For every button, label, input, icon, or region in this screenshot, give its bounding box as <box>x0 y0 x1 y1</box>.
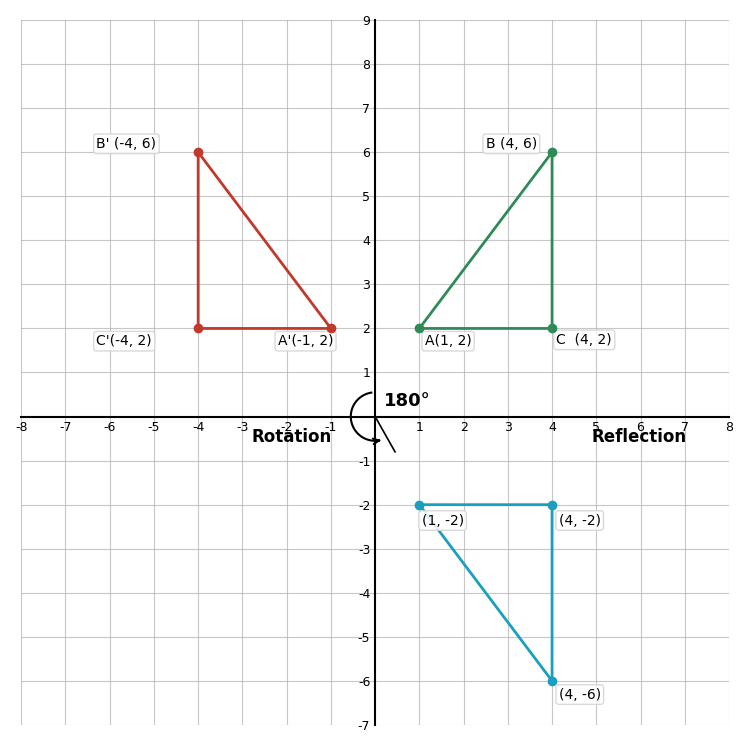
Text: C  (4, 2): C (4, 2) <box>557 333 612 347</box>
Text: B' (-4, 6): B' (-4, 6) <box>96 137 156 151</box>
Text: B (4, 6): B (4, 6) <box>485 137 537 151</box>
Text: A(1, 2): A(1, 2) <box>425 334 471 348</box>
Text: (4, -6): (4, -6) <box>559 687 601 702</box>
Text: A'(-1, 2): A'(-1, 2) <box>278 334 334 348</box>
Text: (4, -2): (4, -2) <box>559 514 601 527</box>
Text: C'(-4, 2): C'(-4, 2) <box>96 334 152 348</box>
Text: 180°: 180° <box>384 391 431 410</box>
Text: Rotation: Rotation <box>251 428 331 446</box>
Text: (1, -2): (1, -2) <box>422 514 464 527</box>
Text: Reflection: Reflection <box>592 428 687 446</box>
